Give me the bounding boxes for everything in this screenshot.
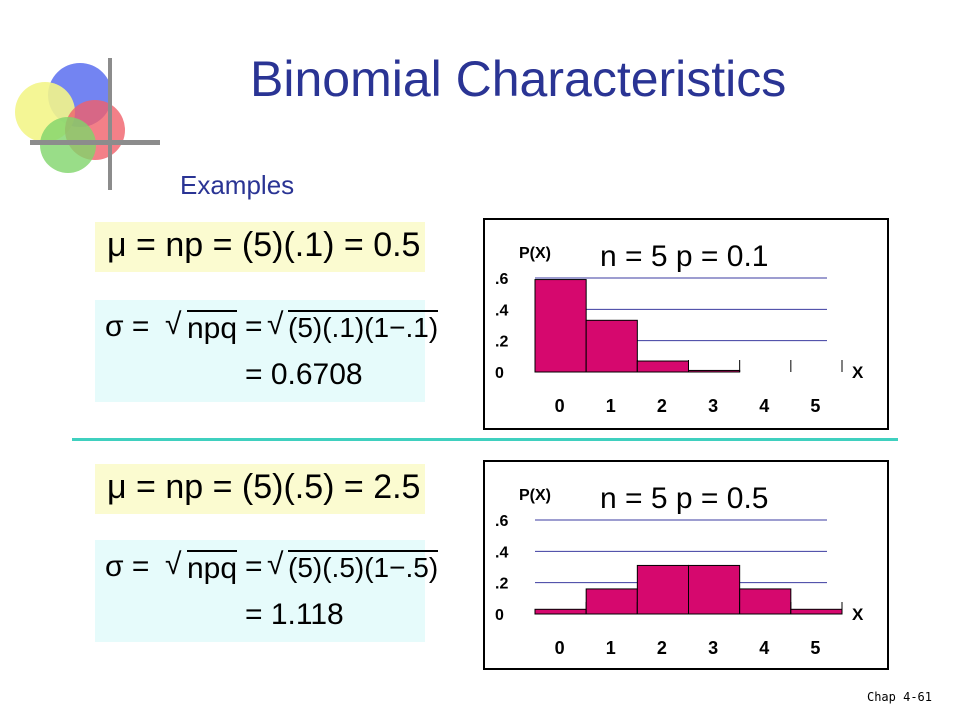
- sigma-equals: =: [245, 310, 263, 343]
- bar: [636, 360, 689, 373]
- y-tick-label: .6: [495, 271, 508, 288]
- y-tick-label: 0: [495, 607, 504, 624]
- sqrt-icon: √: [165, 548, 182, 581]
- binomial-chart-p01: n = 5 p = 0.1 P(X) .6 .4 .2 0 0 1 2 3 4 5 X: [495, 240, 864, 416]
- bar: [739, 588, 792, 615]
- decorative-circles-logo: [15, 58, 160, 190]
- sqrt-icon: √: [267, 308, 284, 341]
- sigma-lhs: σ =: [105, 550, 150, 583]
- sigma-radicand-2: (5)(.1)(1−.1): [288, 310, 439, 343]
- chart-box-1: n = 5 p = 0.1 P(X) .6 .4 .2 0 0 1 2 3 4 5 X: [483, 218, 889, 430]
- bar: [534, 608, 587, 615]
- x-tick-label: 1: [606, 638, 616, 658]
- x-tick-label: 3: [708, 638, 718, 658]
- x-axis-label: X: [852, 605, 864, 624]
- chart-box-2: n = 5 p = 0.5 P(X) .6 .4 .2 0 0 1 2 3 4 5 X: [483, 460, 889, 670]
- sigma-formula-2: σ = √ npq = √ (5)(.5)(1−.5) = 1.118: [95, 540, 439, 642]
- y-tick-label: 0: [495, 365, 504, 382]
- mean-formula-1: μ = np = (5)(.1) = 0.5: [95, 222, 425, 272]
- x-tick-label: 0: [555, 396, 565, 416]
- bar: [534, 279, 587, 373]
- bar: [790, 608, 843, 615]
- mean-formula-2: μ = np = (5)(.5) = 2.5: [95, 464, 425, 514]
- sigma-result: = 1.118: [245, 598, 344, 631]
- x-tick-label: 1: [606, 396, 616, 416]
- x-tick-label: 3: [708, 396, 718, 416]
- sigma-formula-1: σ = √ npq = √ (5)(.1)(1−.1) = 0.6708: [95, 300, 439, 402]
- bar: [636, 564, 689, 615]
- sqrt-icon: √: [165, 308, 182, 341]
- bar: [688, 564, 741, 615]
- x-tick-label: 5: [810, 396, 820, 416]
- sigma-radicand-2: (5)(.5)(1−.5): [288, 550, 439, 583]
- chart-title: n = 5 p = 0.1: [600, 240, 768, 273]
- y-tick-label: .6: [495, 513, 508, 530]
- sigma-radicand-1: npq: [187, 310, 238, 345]
- y-axis-label: P(X): [519, 487, 551, 504]
- y-tick-label: .2: [495, 334, 508, 351]
- x-tick-label: 2: [657, 396, 667, 416]
- bar: [585, 588, 638, 615]
- section-divider: [72, 438, 898, 441]
- sigma-radicand-1: npq: [187, 550, 238, 585]
- sqrt-icon: √: [267, 548, 284, 581]
- sigma-lhs: σ =: [105, 310, 150, 343]
- chart-title: n = 5 p = 0.5: [600, 482, 768, 515]
- binomial-chart-p05: n = 5 p = 0.5 P(X) .6 .4 .2 0 0 1 2 3 4 5 X: [495, 482, 864, 658]
- y-tick-label: .2: [495, 576, 508, 593]
- x-tick-label: 2: [657, 638, 667, 658]
- y-axis-label: P(X): [519, 245, 551, 262]
- page-subtitle: Examples: [180, 170, 295, 200]
- x-tick-label: 0: [555, 638, 565, 658]
- bar: [688, 369, 741, 373]
- x-tick-label: 4: [759, 396, 769, 416]
- x-axis-label: X: [852, 363, 864, 382]
- y-tick-label: .4: [495, 544, 508, 561]
- y-tick-label: .4: [495, 302, 508, 319]
- x-tick-label: 4: [759, 638, 769, 658]
- sigma-result: = 0.6708: [245, 358, 363, 391]
- bar: [585, 319, 638, 373]
- mean-formula-text: μ = np = (5)(.1) = 0.5: [107, 226, 421, 264]
- page-title: Binomial Characteristics: [250, 51, 787, 107]
- sigma-equals: =: [245, 550, 263, 583]
- x-tick-label: 5: [810, 638, 820, 658]
- mean-formula-text: μ = np = (5)(.5) = 2.5: [107, 468, 421, 506]
- slide-footer: Chap 4-61: [866, 690, 932, 704]
